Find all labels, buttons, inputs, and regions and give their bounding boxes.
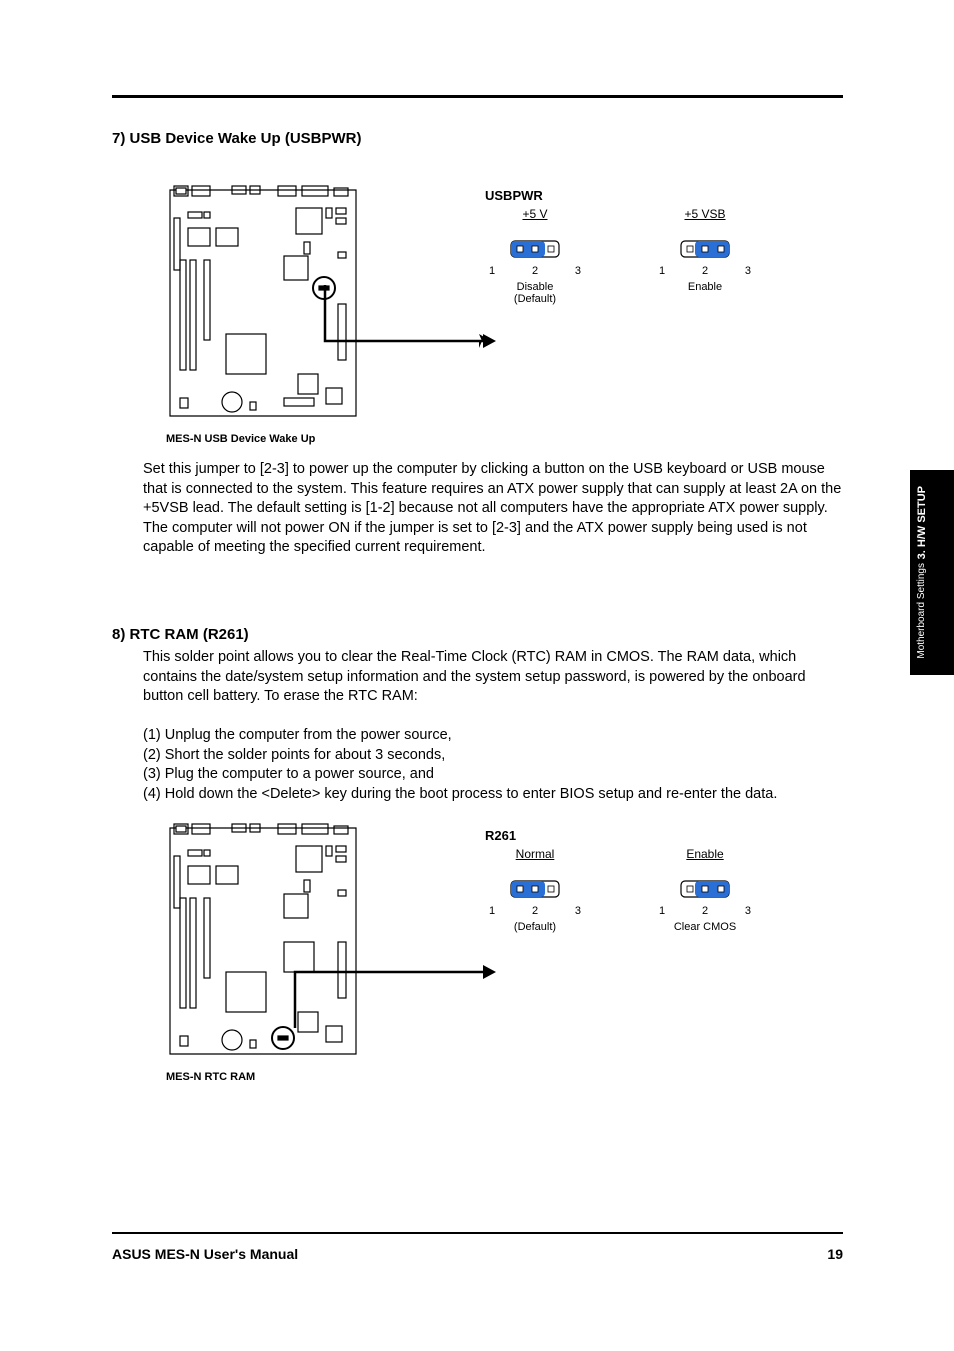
section-7-title: 7) USB Device Wake Up (USBPWR) [112,130,362,147]
mb-caption-usbpwr: MES-N USB Device Wake Up [166,433,360,445]
footer-page-number: 19 [827,1246,843,1262]
section-7-body: Set this jumper to [2-3] to power up the… [143,460,843,558]
motherboard-diagram-rtc: MES-N RTC RAM [166,822,360,1083]
header-rule [112,95,843,98]
footer-manual-title: ASUS MES-N User's Manual [112,1246,298,1262]
jumper-opt2-desc: Enable [655,281,755,293]
jumper-opt2-usbpwr: +5 VSB 123 Enable [655,205,755,305]
jumper-opt2-desc-rtc: Clear CMOS [655,921,755,933]
jumper-svg-12 [510,239,560,259]
section-8-steps: (1) Unplug the computer from the power s… [143,726,843,804]
jumper-opt1-rtc: Normal 123 (Default) [485,845,585,933]
jumper-name-rtc: R261 [485,828,755,843]
jumper-opt1-desc: Disable (Default) [485,281,585,305]
jumper-opt1-desc-rtc: (Default) [485,921,585,933]
jumper-svg-12-rtc [510,879,560,899]
jumper-rtc: R261 Normal 123 (Default) Enable [485,828,755,933]
jumper-opt1-usbpwr: +5 V 123 Disable (Default) [485,205,585,305]
jumper-opt1-label-rtc: Normal [516,847,555,861]
jumper-svg-23-rtc [680,879,730,899]
section-8-body: This solder point allows you to clear th… [143,648,843,707]
arrow-usbpwr [320,282,500,352]
chapter-tab-text: 3. H/W SETUP Motherboard Settings [916,480,948,665]
jumper-svg-23 [680,239,730,259]
jumper-opt2-rtc: Enable 123 Clear CMOS [655,845,755,933]
jumper-opt2-label: +5 VSB [684,207,725,221]
mb-caption-rtc: MES-N RTC RAM [166,1071,360,1083]
jumper-usbpwr: USBPWR +5 V 123 Disable (Default) +5 VSB [485,188,755,305]
arrow-rtc [290,960,500,1040]
jumper-name-usbpwr: USBPWR [485,188,755,203]
jumper-opt2-label-rtc: Enable [686,847,723,861]
page-footer: ASUS MES-N User's Manual 19 [112,1246,843,1262]
section-8-title: 8) RTC RAM (R261) [112,626,249,643]
footer-rule [112,1232,843,1234]
jumper-opt1-label: +5 V [522,207,547,221]
